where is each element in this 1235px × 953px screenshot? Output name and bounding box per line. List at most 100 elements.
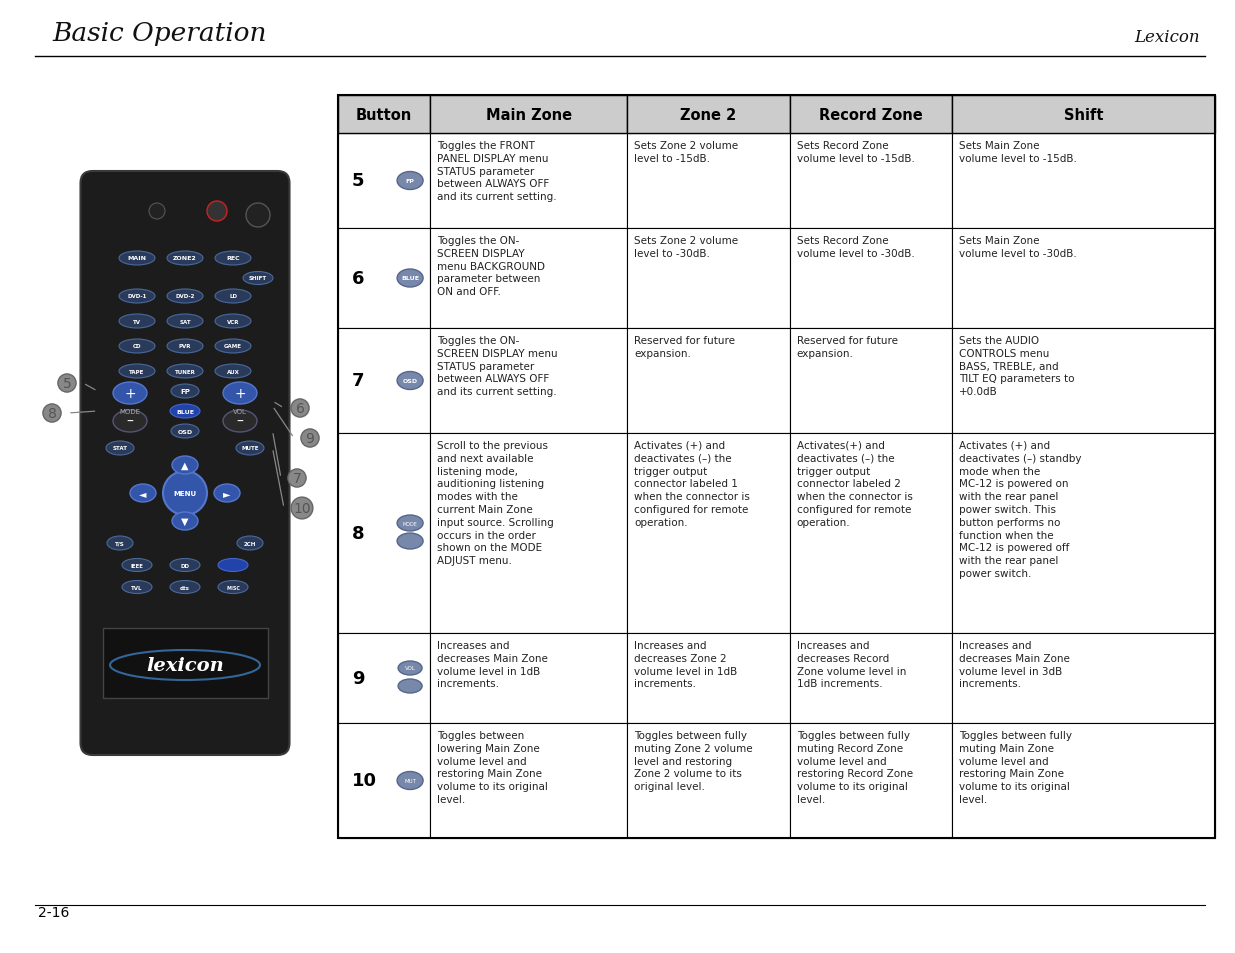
Text: MODE: MODE xyxy=(120,409,141,415)
Bar xyxy=(627,133,789,229)
Ellipse shape xyxy=(237,537,263,551)
Text: Activates(+) and
deactivates (–) the
trigger output
connector labeled 2
when the: Activates(+) and deactivates (–) the tri… xyxy=(797,440,913,527)
Text: Basic Operation: Basic Operation xyxy=(52,21,267,46)
Text: –: – xyxy=(237,415,243,429)
Text: LD: LD xyxy=(228,294,237,299)
Text: TV: TV xyxy=(133,319,141,324)
Ellipse shape xyxy=(119,252,156,266)
Ellipse shape xyxy=(215,290,251,304)
Bar xyxy=(789,229,952,329)
Text: REC: REC xyxy=(226,256,240,261)
Ellipse shape xyxy=(214,484,240,502)
Bar xyxy=(789,434,952,634)
Text: DVD-1: DVD-1 xyxy=(127,294,147,299)
Bar xyxy=(103,628,268,699)
Bar xyxy=(789,329,952,434)
Text: Sets Zone 2 volume
level to -30dB.: Sets Zone 2 volume level to -30dB. xyxy=(635,235,739,258)
Bar xyxy=(430,723,627,838)
Ellipse shape xyxy=(398,172,424,191)
Text: MISC: MISC xyxy=(226,585,240,590)
Text: ◄: ◄ xyxy=(140,489,147,498)
Ellipse shape xyxy=(122,581,152,594)
Bar xyxy=(430,229,627,329)
Text: Increases and
decreases Main Zone
volume level in 3dB
increments.: Increases and decreases Main Zone volume… xyxy=(958,640,1070,689)
Text: Shift: Shift xyxy=(1063,108,1103,122)
Ellipse shape xyxy=(215,365,251,378)
Text: 9: 9 xyxy=(305,432,315,446)
Text: VOL: VOL xyxy=(233,409,247,415)
Ellipse shape xyxy=(398,772,424,790)
Bar xyxy=(627,723,789,838)
Text: BLUE: BLUE xyxy=(177,409,194,414)
Ellipse shape xyxy=(119,339,156,354)
Bar xyxy=(627,634,789,723)
Bar xyxy=(430,329,627,434)
Text: ZONE2: ZONE2 xyxy=(173,256,196,261)
Text: Button: Button xyxy=(356,108,412,122)
Bar xyxy=(338,96,430,133)
Bar xyxy=(952,434,1215,634)
Bar xyxy=(789,96,952,133)
Text: Toggles between fully
muting Main Zone
volume level and
restoring Main Zone
volu: Toggles between fully muting Main Zone v… xyxy=(958,730,1072,804)
Text: Sets Record Zone
volume level to -30dB.: Sets Record Zone volume level to -30dB. xyxy=(797,235,914,258)
Ellipse shape xyxy=(398,661,422,676)
Bar xyxy=(952,723,1215,838)
Ellipse shape xyxy=(398,534,424,550)
Bar xyxy=(952,96,1215,133)
Text: MUT: MUT xyxy=(404,779,416,783)
Ellipse shape xyxy=(170,424,199,438)
Circle shape xyxy=(207,202,227,222)
Text: ▼: ▼ xyxy=(182,517,189,526)
Bar xyxy=(627,329,789,434)
Text: Lexicon: Lexicon xyxy=(1135,29,1200,46)
Text: 10: 10 xyxy=(293,501,311,516)
Text: IEEE: IEEE xyxy=(131,563,143,568)
Text: Scroll to the previous
and next available
listening mode,
auditioning listening
: Scroll to the previous and next availabl… xyxy=(437,440,553,566)
FancyBboxPatch shape xyxy=(80,172,289,755)
Text: Toggles between fully
muting Zone 2 volume
level and restoring
Zone 2 volume to : Toggles between fully muting Zone 2 volu… xyxy=(635,730,753,791)
Text: Record Zone: Record Zone xyxy=(819,108,923,122)
Ellipse shape xyxy=(219,558,248,572)
Circle shape xyxy=(149,204,165,220)
Text: 8: 8 xyxy=(352,524,364,542)
Bar xyxy=(338,723,430,838)
Ellipse shape xyxy=(398,372,424,390)
Text: FP: FP xyxy=(405,179,415,184)
Text: 6: 6 xyxy=(295,401,305,416)
Ellipse shape xyxy=(243,273,273,285)
Ellipse shape xyxy=(172,513,198,531)
Text: Increases and
decreases Zone 2
volume level in 1dB
increments.: Increases and decreases Zone 2 volume le… xyxy=(635,640,737,689)
Ellipse shape xyxy=(398,516,424,532)
Text: STAT: STAT xyxy=(112,446,127,451)
Ellipse shape xyxy=(130,484,156,502)
Text: CD: CD xyxy=(132,344,141,349)
Ellipse shape xyxy=(170,405,200,418)
Ellipse shape xyxy=(172,456,198,475)
Ellipse shape xyxy=(167,365,203,378)
Bar xyxy=(338,434,430,634)
Text: VOL: VOL xyxy=(405,666,415,671)
Text: ►: ► xyxy=(224,489,231,498)
Text: OSD: OSD xyxy=(403,378,417,384)
Ellipse shape xyxy=(398,270,424,288)
Bar xyxy=(430,133,627,229)
Text: TVL: TVL xyxy=(131,585,143,590)
Text: VCR: VCR xyxy=(227,319,240,324)
Text: Toggles the ON-
SCREEN DISPLAY
menu BACKGROUND
parameter between
ON and OFF.: Toggles the ON- SCREEN DISPLAY menu BACK… xyxy=(437,235,545,297)
Ellipse shape xyxy=(119,365,156,378)
Text: Reserved for future
expansion.: Reserved for future expansion. xyxy=(635,335,735,358)
Text: SHIFT: SHIFT xyxy=(249,276,267,281)
Text: Activates (+) and
deactivates (–) the
trigger output
connector labeled 1
when th: Activates (+) and deactivates (–) the tr… xyxy=(635,440,751,527)
Bar xyxy=(789,133,952,229)
Ellipse shape xyxy=(167,314,203,329)
Text: Increases and
decreases Main Zone
volume level in 1dB
increments.: Increases and decreases Main Zone volume… xyxy=(437,640,548,689)
Text: DD: DD xyxy=(180,563,189,568)
Text: Reserved for future
expansion.: Reserved for future expansion. xyxy=(797,335,898,358)
Text: TUNER: TUNER xyxy=(174,369,195,375)
Bar xyxy=(952,133,1215,229)
Text: Toggles the FRONT
PANEL DISPLAY menu
STATUS parameter
between ALWAYS OFF
and its: Toggles the FRONT PANEL DISPLAY menu STA… xyxy=(437,141,557,202)
Text: +: + xyxy=(125,387,136,400)
Ellipse shape xyxy=(170,581,200,594)
Text: Sets the AUDIO
CONTROLS menu
BASS, TREBLE, and
TILT EQ parameters to
+0.0dB: Sets the AUDIO CONTROLS menu BASS, TREBL… xyxy=(958,335,1074,396)
Text: MUTE: MUTE xyxy=(241,446,259,451)
